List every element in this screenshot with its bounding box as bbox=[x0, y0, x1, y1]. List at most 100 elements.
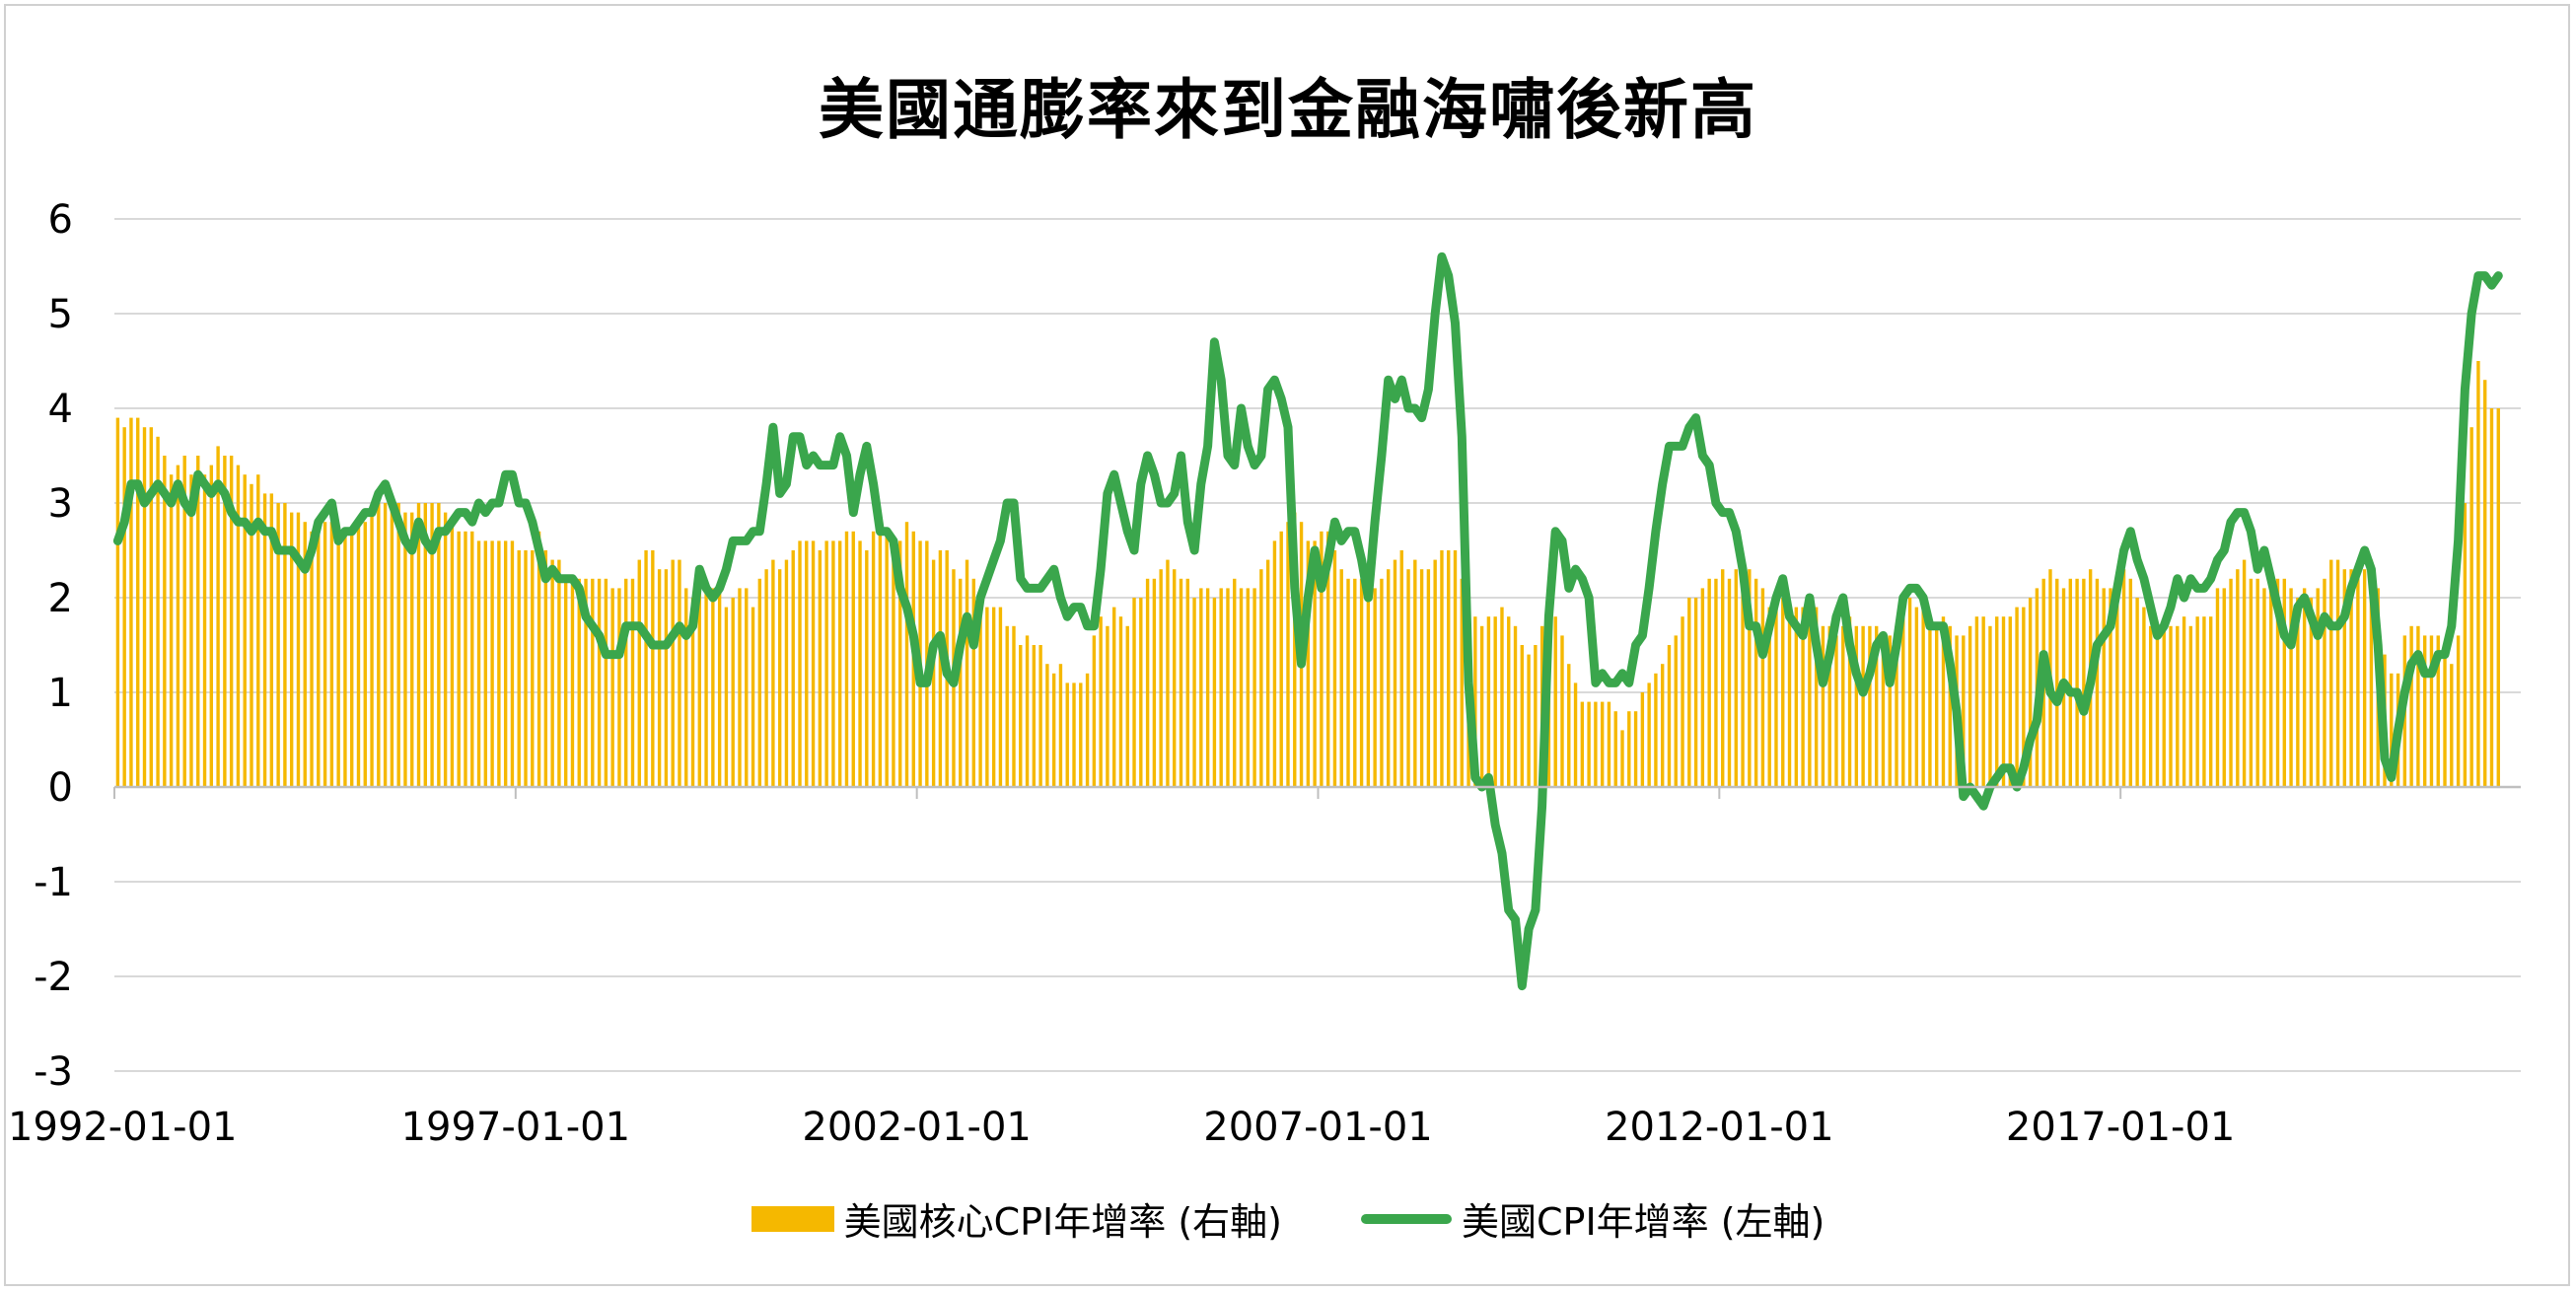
core-cpi-bar bbox=[2275, 578, 2280, 787]
axes: 6 5 4 3 2 1 0 -1 -2 -3 1992-01-01 1997-01-01 2002-01… bbox=[8, 197, 2521, 1150]
core-cpi-bar bbox=[1868, 625, 1872, 787]
core-cpi-bar bbox=[1079, 682, 1083, 787]
core-cpi-bar bbox=[831, 540, 835, 787]
core-cpi-bar bbox=[1111, 607, 1116, 787]
core-cpi-bar bbox=[1325, 531, 1330, 787]
core-cpi-bar bbox=[450, 522, 455, 787]
core-cpi-bar bbox=[738, 588, 742, 787]
core-cpi-bar bbox=[1861, 625, 1865, 787]
core-cpi-bar bbox=[470, 531, 474, 787]
core-cpi-bar bbox=[731, 598, 735, 787]
core-cpi-bar bbox=[1173, 569, 1177, 787]
core-cpi-bar bbox=[2469, 427, 2473, 787]
core-cpi-bar bbox=[1841, 625, 1845, 787]
core-cpi-bar bbox=[163, 456, 167, 787]
core-cpi-bar bbox=[2450, 664, 2454, 787]
core-cpi-bar bbox=[2422, 635, 2427, 787]
core-cpi-bar bbox=[2342, 569, 2347, 787]
core-cpi-bar bbox=[1099, 616, 1103, 787]
legend-swatch-line bbox=[1361, 1213, 1452, 1224]
core-cpi-bar bbox=[1727, 578, 1732, 787]
core-cpi-bar bbox=[2082, 578, 2086, 787]
core-cpi-bar bbox=[2483, 380, 2487, 787]
core-cpi-bar bbox=[1573, 682, 1578, 787]
y-tick-label: 3 bbox=[48, 481, 73, 527]
core-cpi-bar bbox=[383, 503, 388, 787]
x-tick-label: 2012-01-01 bbox=[1605, 1105, 1833, 1150]
core-cpi-bar bbox=[269, 493, 274, 787]
x-tick-label: 1997-01-01 bbox=[401, 1105, 630, 1150]
legend-label-core-cpi: 美國核心CPI年增率 (右軸) bbox=[843, 1200, 1282, 1244]
core-cpi-bar bbox=[1212, 598, 1217, 787]
core-cpi-bar bbox=[1700, 588, 1705, 787]
core-cpi-bar bbox=[2028, 598, 2033, 787]
core-cpi-bar bbox=[824, 540, 828, 787]
core-cpi-bar bbox=[671, 559, 675, 787]
core-cpi-bar bbox=[1473, 616, 1477, 787]
core-cpi-bar bbox=[865, 550, 869, 787]
core-cpi-bar bbox=[837, 540, 842, 787]
core-cpi-bar bbox=[1159, 569, 1163, 787]
y-tick-label: -2 bbox=[34, 955, 73, 1000]
core-cpi-bar bbox=[2222, 588, 2226, 787]
core-cpi-bar bbox=[1065, 682, 1069, 787]
core-cpi-bar bbox=[443, 512, 448, 787]
core-cpi-bar bbox=[2229, 578, 2233, 787]
core-cpi-bar bbox=[2409, 625, 2413, 787]
core-cpi-bar bbox=[2349, 569, 2353, 787]
core-cpi-bar bbox=[777, 569, 782, 787]
core-cpi-bar bbox=[1286, 522, 1290, 787]
core-cpi-bar bbox=[1479, 625, 1484, 787]
y-tick-label: -3 bbox=[34, 1049, 73, 1095]
core-cpi-bar bbox=[2128, 578, 2133, 787]
core-cpi-bar bbox=[2176, 625, 2180, 787]
y-tick-label: 0 bbox=[48, 765, 73, 811]
core-cpi-bar bbox=[798, 540, 802, 787]
core-cpi-bar bbox=[2323, 578, 2326, 787]
core-cpi-bar bbox=[303, 522, 307, 787]
core-cpi-bar bbox=[1426, 569, 1431, 787]
core-cpi-bar bbox=[2001, 616, 2006, 787]
core-cpi-bar bbox=[991, 607, 996, 787]
core-cpi-bar bbox=[1847, 616, 1852, 787]
core-cpi-bar bbox=[2102, 588, 2106, 787]
core-cpi-bar bbox=[2182, 616, 2186, 787]
core-cpi-bar bbox=[2249, 578, 2254, 787]
core-cpi-bar bbox=[169, 474, 174, 787]
x-tick-label: 2017-01-01 bbox=[2006, 1105, 2235, 1150]
core-cpi-bar bbox=[243, 474, 247, 787]
core-cpi-bar bbox=[1045, 664, 1049, 787]
core-cpi-bar bbox=[1721, 569, 1725, 787]
core-cpi-bar bbox=[2476, 361, 2480, 787]
core-cpi-bar bbox=[136, 417, 140, 787]
legend: 美國核心CPI年增率 (右軸) 美國CPI年增率 (左軸) bbox=[0, 1191, 2576, 1246]
core-cpi-bar bbox=[1339, 569, 1343, 787]
core-cpi-bar bbox=[1627, 711, 1631, 787]
core-cpi-bar bbox=[938, 550, 943, 787]
core-cpi-bar bbox=[2489, 408, 2494, 787]
core-cpi-bar bbox=[597, 578, 602, 787]
core-cpi-bar bbox=[1693, 598, 1698, 787]
core-cpi-bar bbox=[1460, 578, 1464, 787]
core-cpi-bar bbox=[1192, 598, 1196, 787]
core-cpi-bar bbox=[1373, 588, 1377, 787]
legend-item-cpi: 美國CPI年增率 (左軸) bbox=[1361, 1191, 1825, 1246]
core-cpi-bar bbox=[2055, 578, 2059, 787]
core-cpi-bar bbox=[1380, 578, 1384, 787]
core-cpi-bar bbox=[396, 503, 400, 787]
core-cpi-bar bbox=[805, 540, 809, 787]
core-cpi-bar bbox=[1085, 673, 1090, 787]
core-cpi-bar bbox=[1433, 559, 1437, 787]
core-cpi-bar bbox=[1681, 616, 1684, 787]
core-cpi-bar bbox=[1265, 559, 1270, 787]
core-cpi-bar bbox=[1125, 625, 1129, 787]
core-cpi-bar bbox=[476, 540, 481, 787]
core-cpi-bar bbox=[363, 522, 367, 787]
y-tick-label: -1 bbox=[34, 860, 73, 905]
core-cpi-bar bbox=[350, 531, 354, 787]
core-cpi-bar bbox=[704, 588, 708, 787]
core-cpi-bar bbox=[1661, 664, 1665, 787]
y-tick-label: 6 bbox=[48, 197, 73, 243]
core-cpi-bar bbox=[2022, 607, 2026, 787]
